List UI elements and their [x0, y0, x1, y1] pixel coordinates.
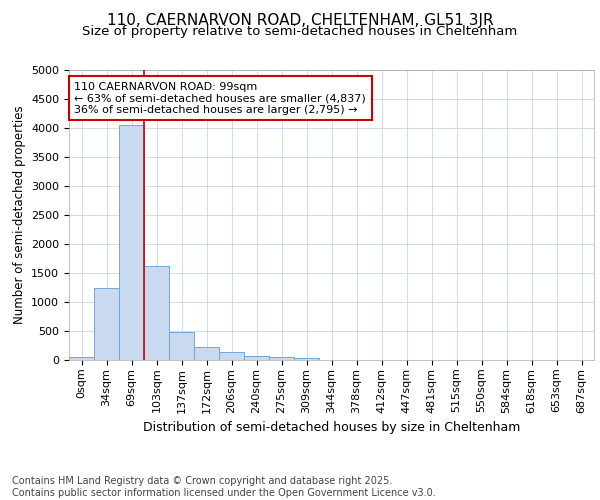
Text: 110, CAERNARVON ROAD, CHELTENHAM, GL51 3JR: 110, CAERNARVON ROAD, CHELTENHAM, GL51 3…	[107, 12, 493, 28]
Text: 110 CAERNARVON ROAD: 99sqm
← 63% of semi-detached houses are smaller (4,837)
36%: 110 CAERNARVON ROAD: 99sqm ← 63% of semi…	[74, 82, 366, 115]
Bar	[119, 125, 143, 360]
Bar	[145, 266, 169, 360]
Bar	[194, 347, 218, 360]
Bar	[244, 356, 269, 360]
Bar	[269, 357, 293, 360]
Bar	[220, 352, 244, 360]
X-axis label: Distribution of semi-detached houses by size in Cheltenham: Distribution of semi-detached houses by …	[143, 421, 520, 434]
Y-axis label: Number of semi-detached properties: Number of semi-detached properties	[13, 106, 26, 324]
Text: Size of property relative to semi-detached houses in Cheltenham: Size of property relative to semi-detach…	[82, 25, 518, 38]
Bar	[295, 358, 319, 360]
Bar	[94, 288, 119, 360]
Text: Contains HM Land Registry data © Crown copyright and database right 2025.
Contai: Contains HM Land Registry data © Crown c…	[12, 476, 436, 498]
Bar	[70, 357, 94, 360]
Bar	[169, 332, 194, 360]
